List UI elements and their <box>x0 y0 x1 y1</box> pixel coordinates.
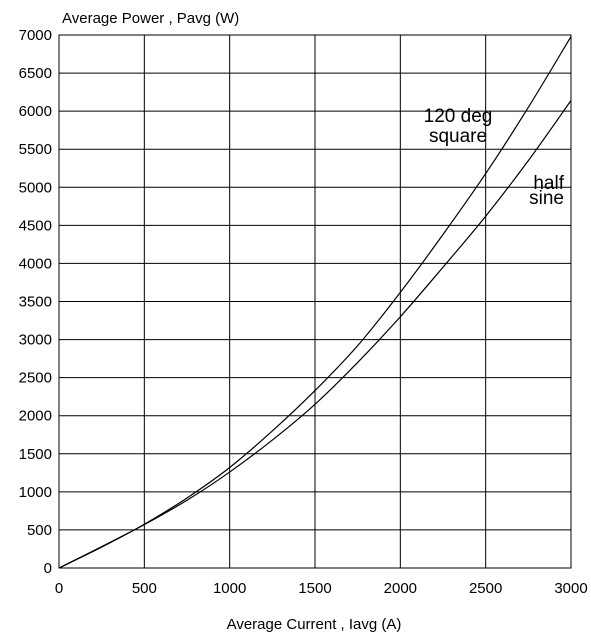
y-tick-label: 4000 <box>19 255 52 272</box>
x-tick-label: 0 <box>55 580 63 597</box>
y-tick-label: 5000 <box>19 179 52 196</box>
grid <box>58 34 572 569</box>
series-label: half <box>533 173 564 194</box>
y-tick-label: 6500 <box>19 65 52 82</box>
y-tick-label: 2000 <box>19 408 52 425</box>
series-label: 120 deg <box>424 106 493 127</box>
x-tick-label: 1500 <box>298 580 331 597</box>
y-tick-label: 7000 <box>19 27 52 44</box>
y-axis-title: Average Power , Pavg (W) <box>62 10 239 27</box>
x-tick-label: 2000 <box>384 580 417 597</box>
y-tick-label: 5500 <box>19 141 52 158</box>
x-tick-labels: 0 500 1000 1500 2000 2500 3000 <box>55 580 588 597</box>
y-tick-label: 2500 <box>19 370 52 387</box>
y-tick-label: 3500 <box>19 294 52 311</box>
y-tick-label: 3000 <box>19 332 52 349</box>
x-axis-title: Average Current , Iavg (A) <box>227 616 402 633</box>
y-tick-label: 0 <box>44 560 52 577</box>
y-tick-label: 4500 <box>19 217 52 234</box>
x-tick-label: 3000 <box>554 580 587 597</box>
series-label: square <box>429 126 487 147</box>
y-tick-label: 6000 <box>19 103 52 120</box>
x-tick-label: 500 <box>132 580 157 597</box>
y-tick-label: 1500 <box>19 446 52 463</box>
y-tick-labels: 0 500 1000 1500 2000 2500 3000 3500 4000 4500 5000… <box>19 27 52 577</box>
curves <box>58 36 572 569</box>
series-label: sine <box>529 188 564 209</box>
x-tick-label: 1000 <box>213 580 246 597</box>
y-tick-label: 500 <box>27 522 52 539</box>
x-tick-label: 2500 <box>469 580 502 597</box>
plot-frame <box>58 34 572 569</box>
series-line-half-sine <box>58 100 572 569</box>
y-tick-label: 1000 <box>19 484 52 501</box>
